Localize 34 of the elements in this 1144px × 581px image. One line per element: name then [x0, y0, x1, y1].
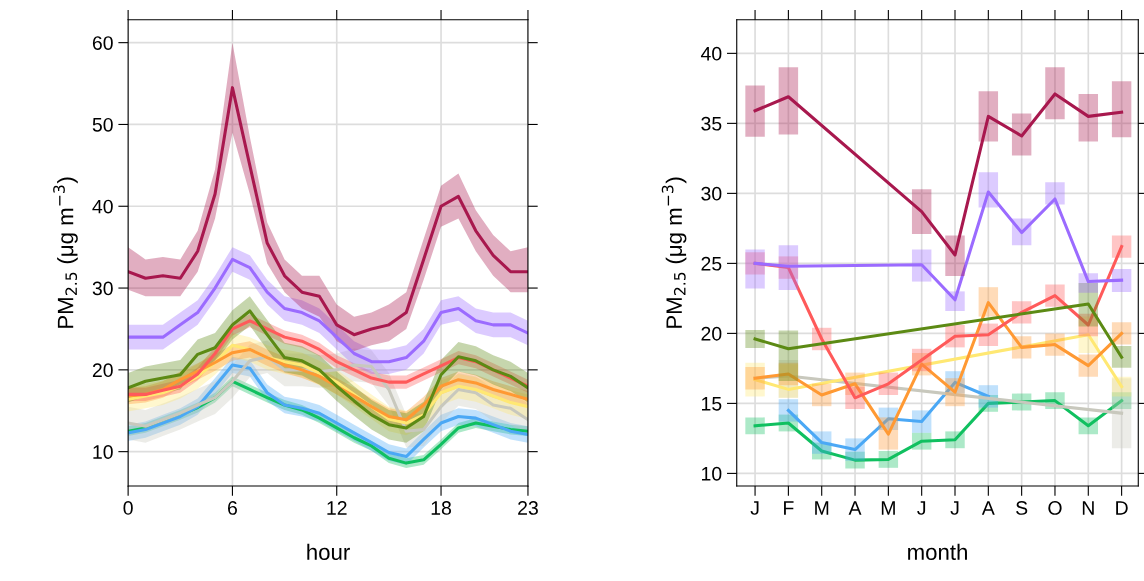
y-tick-label: 25 — [701, 256, 722, 271]
y-tick-label: 15 — [702, 397, 722, 411]
y-tick-label: 35 — [701, 116, 722, 131]
x-tick-label: S — [1016, 501, 1028, 515]
y-tick-label: 20 — [701, 326, 722, 341]
y-axis-title: PM$_{2.5}$ (μg m$^{−3}$) — [661, 177, 687, 328]
x-tick-label: 23 — [518, 501, 538, 515]
y-tick-label: 40 — [700, 46, 722, 61]
x-tick-label: A — [981, 501, 995, 515]
x-tick-label: 18 — [431, 501, 452, 515]
x-tick-label: 12 — [327, 501, 347, 515]
x-tick-label: M — [881, 501, 895, 515]
y-tick-label: 40 — [92, 199, 113, 214]
y-tick-label: 10 — [93, 445, 113, 459]
x-tick-label: M — [815, 501, 829, 515]
x-tick-label: 6 — [228, 501, 237, 515]
y-tick-label: 60 — [92, 36, 113, 50]
x-tick-label: O — [1048, 501, 1062, 515]
y-tick-label: 10 — [702, 466, 722, 481]
x-tick-label: D — [1116, 501, 1128, 515]
x-axis-title: hour — [307, 543, 350, 561]
y-tick-label: 30 — [92, 281, 113, 296]
x-tick-label: F — [784, 501, 794, 515]
x-tick-label: J — [917, 501, 926, 515]
y-tick-label: 30 — [701, 186, 722, 201]
x-tick-label: J — [950, 501, 959, 515]
x-tick-label: 0 — [123, 501, 133, 515]
x-tick-label: A — [848, 501, 862, 515]
y-tick-label: 20 — [92, 363, 113, 378]
y-tick-label: 50 — [92, 117, 113, 132]
x-tick-label: N — [1082, 501, 1094, 515]
x-tick-label: J — [750, 501, 759, 515]
y-axis-title: PM$_{2.5}$ (μg m$^{−3}$) — [53, 177, 78, 328]
x-axis-title: month — [908, 543, 967, 561]
